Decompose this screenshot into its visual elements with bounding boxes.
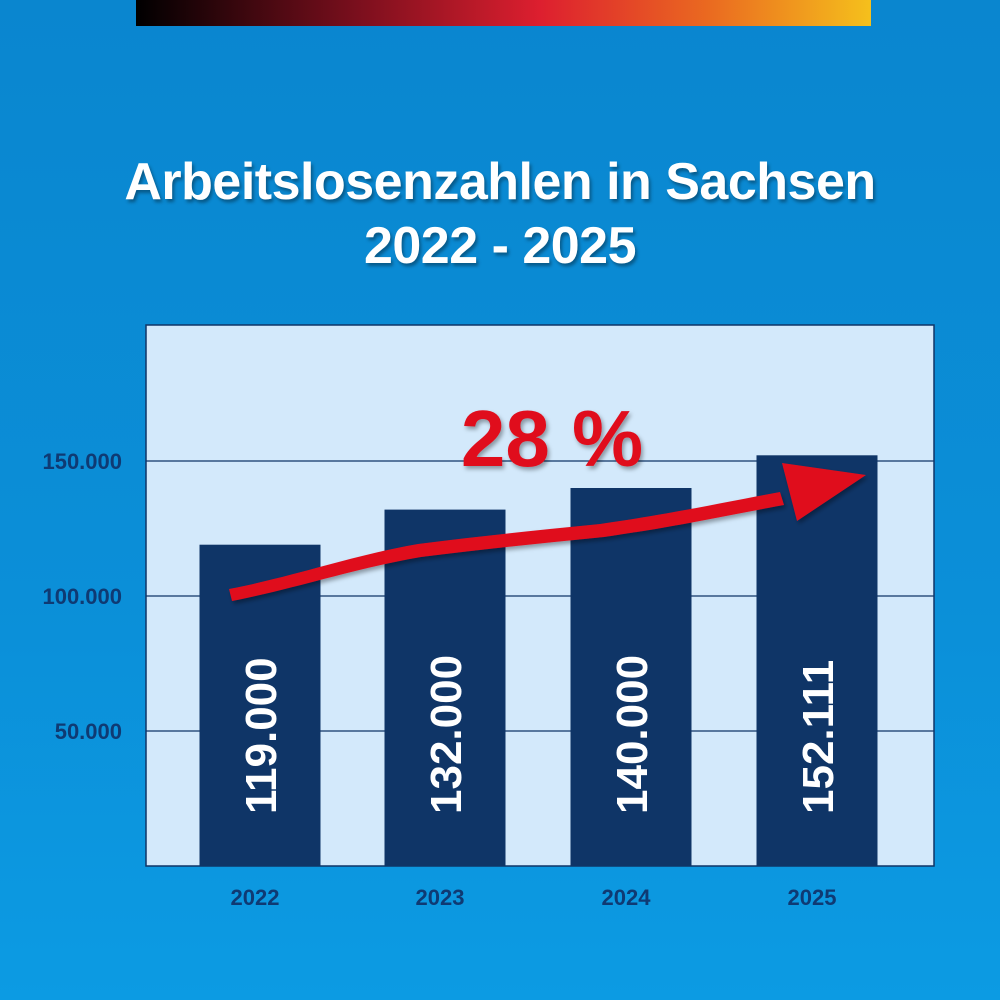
bar: [199, 544, 321, 866]
bar-value-label: 140.000: [608, 655, 657, 814]
chart-title: Arbeitslosenzahlen in Sachsen 2022 - 202…: [0, 150, 1000, 278]
x-tick-label: 2025: [788, 885, 837, 910]
x-tick-label: 2022: [231, 885, 280, 910]
bar: [570, 488, 692, 866]
bar: [384, 509, 506, 866]
trend-arrow: [229, 463, 866, 601]
x-axis-ticks: 2022 2023 2024 2025: [231, 885, 837, 910]
bars: 119.000 132.000 140.000 152.111: [199, 455, 878, 866]
percent-annotation: 28 %: [461, 394, 643, 483]
bar-value-label: 119.000: [237, 657, 286, 814]
bar-value-label: 132.000: [422, 655, 471, 814]
x-tick-label: 2024: [602, 885, 652, 910]
trend-arrow-shaft: [229, 492, 784, 601]
top-color-stripe: [136, 0, 871, 26]
y-tick-label: 50.000: [55, 719, 122, 744]
bar-value-label: 152.111: [794, 660, 843, 814]
chart-title-line-1: Arbeitslosenzahlen in Sachsen: [124, 153, 876, 211]
y-tick-label: 100.000: [42, 584, 122, 609]
y-tick-label: 150.000: [42, 449, 122, 474]
y-axis-ticks: 50.000 100.000 150.000: [42, 449, 122, 744]
bar: [756, 455, 878, 866]
x-tick-label: 2023: [416, 885, 465, 910]
trend-arrow-head: [782, 463, 866, 521]
chart-title-line-2: 2022 - 2025: [363, 217, 637, 275]
